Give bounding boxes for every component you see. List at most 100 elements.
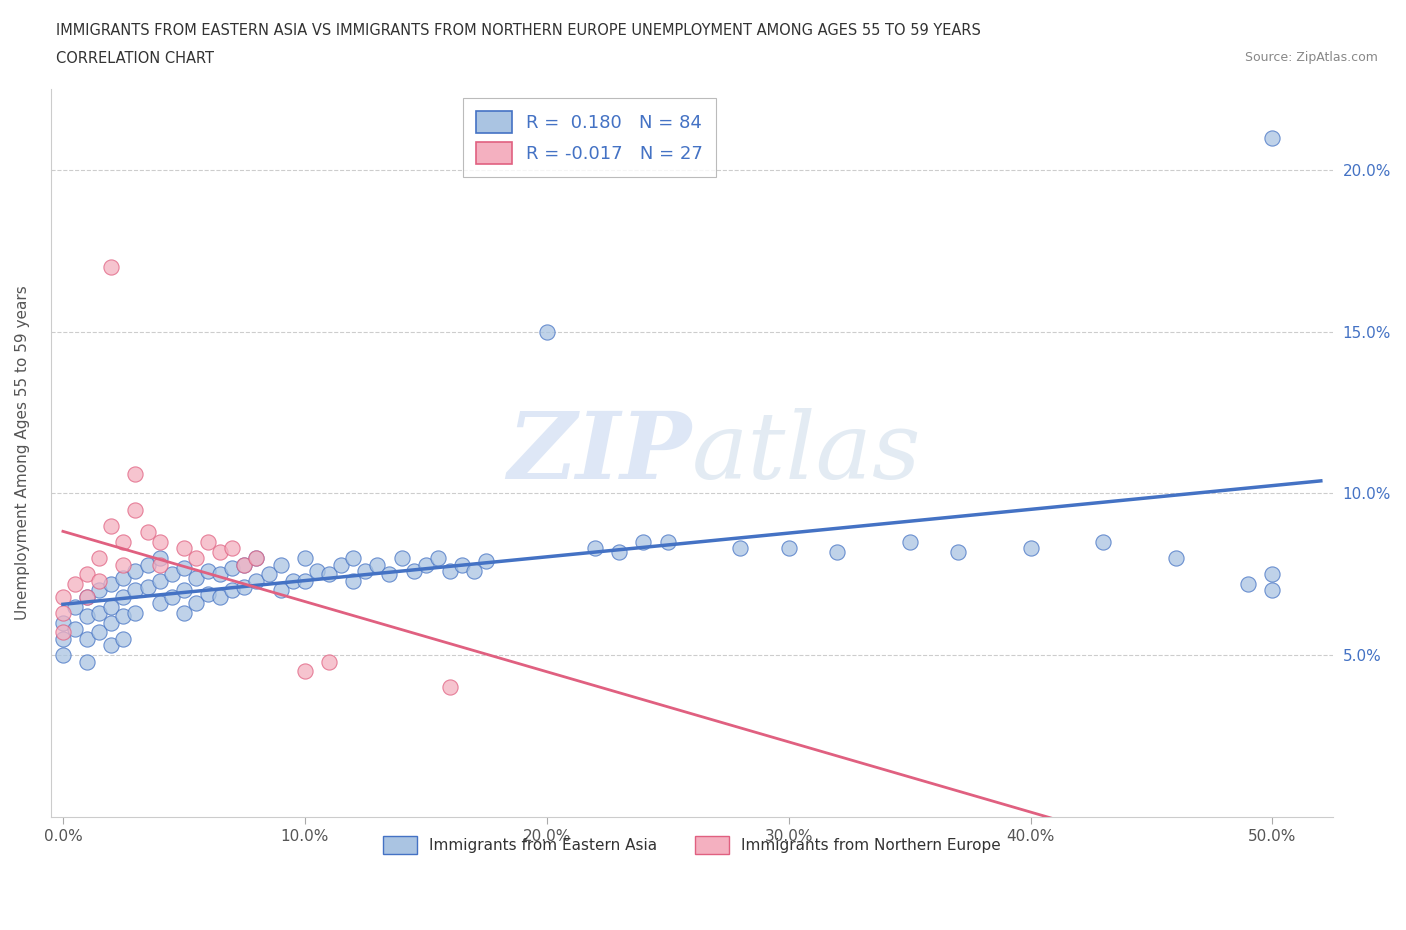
Legend: Immigrants from Eastern Asia, Immigrants from Northern Europe: Immigrants from Eastern Asia, Immigrants… [377,830,1007,860]
Point [184,596,207,611]
Point [136,557,159,572]
Point [149,551,172,565]
Point [270,583,292,598]
Point [124,583,146,598]
Point [245,551,267,565]
Point [607,544,630,559]
Point [1261,130,1284,145]
Point [451,557,474,572]
Text: ZIP: ZIP [508,408,692,498]
Point [184,570,207,585]
Point [112,557,135,572]
Point [63,622,86,637]
Point [173,605,195,620]
Text: atlas: atlas [692,408,921,498]
Point [463,564,485,578]
Point [257,566,280,581]
Point [294,551,316,565]
Point [124,605,146,620]
Point [378,566,401,581]
Point [536,325,558,339]
Point [52,605,75,620]
Point [209,566,232,581]
Point [354,564,377,578]
Point [149,596,172,611]
Point [366,557,388,572]
Point [233,557,256,572]
Point [76,590,98,604]
Point [475,554,498,569]
Point [415,557,437,572]
Point [124,502,146,517]
Point [825,544,848,559]
Point [318,566,340,581]
Point [778,541,800,556]
Text: Source: ZipAtlas.com: Source: ZipAtlas.com [1244,51,1378,64]
Text: IMMIGRANTS FROM EASTERN ASIA VS IMMIGRANTS FROM NORTHERN EUROPE UNEMPLOYMENT AMO: IMMIGRANTS FROM EASTERN ASIA VS IMMIGRAN… [56,23,981,38]
Point [124,467,146,482]
Point [281,573,304,588]
Point [112,609,135,624]
Point [197,535,219,550]
Point [160,590,183,604]
Y-axis label: Unemployment Among Ages 55 to 59 years: Unemployment Among Ages 55 to 59 years [15,286,30,620]
Point [270,557,292,572]
Point [100,518,122,533]
Point [633,535,655,550]
Point [1092,535,1115,550]
Point [149,573,172,588]
Point [402,564,425,578]
Point [728,541,751,556]
Point [52,616,75,631]
Point [209,544,232,559]
Point [583,541,606,556]
Point [342,551,364,565]
Point [76,609,98,624]
Point [76,590,98,604]
Point [342,573,364,588]
Point [426,551,449,565]
Point [136,579,159,594]
Point [197,564,219,578]
Point [1019,541,1042,556]
Point [89,625,111,640]
Point [63,577,86,591]
Point [52,590,75,604]
Point [76,654,98,669]
Point [657,535,679,550]
Point [946,544,969,559]
Point [305,564,328,578]
Point [197,586,219,601]
Point [100,616,122,631]
Point [52,625,75,640]
Point [1261,583,1284,598]
Point [245,551,267,565]
Point [112,590,135,604]
Point [391,551,413,565]
Point [160,566,183,581]
Point [149,557,172,572]
Point [233,579,256,594]
Point [1237,577,1260,591]
Point [89,583,111,598]
Point [112,631,135,646]
Point [184,551,207,565]
Point [173,561,195,576]
Point [100,577,122,591]
Point [76,631,98,646]
Point [209,590,232,604]
Point [173,583,195,598]
Point [221,561,243,576]
Text: CORRELATION CHART: CORRELATION CHART [56,51,214,66]
Point [318,654,340,669]
Point [124,564,146,578]
Point [294,664,316,679]
Point [100,638,122,653]
Point [439,564,461,578]
Point [330,557,353,572]
Point [136,525,159,539]
Point [149,535,172,550]
Point [89,551,111,565]
Point [1261,566,1284,581]
Point [1164,551,1187,565]
